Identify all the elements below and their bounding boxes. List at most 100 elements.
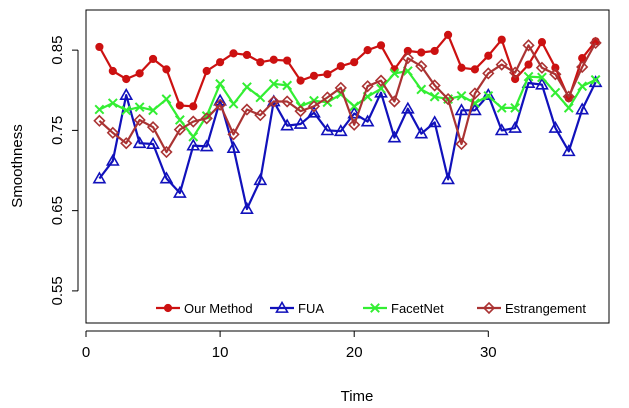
data-point-facetnet [349, 101, 360, 112]
data-point-estrangement [576, 60, 589, 74]
data-point-fua [92, 171, 107, 184]
data-point-estrangement [307, 100, 321, 113]
data-point-our-method [189, 102, 198, 111]
series-facetnet [94, 66, 601, 142]
data-point-fua [414, 126, 429, 139]
data-point-estrangement [401, 52, 414, 65]
data-point-estrangement [146, 121, 160, 134]
y-tick-label: 0.85 [49, 36, 66, 65]
data-point-estrangement [508, 66, 522, 79]
data-point-estrangement [388, 95, 401, 108]
data-point-estrangement [281, 95, 294, 108]
data-point-facetnet [134, 102, 145, 113]
data-point-estrangement [455, 137, 468, 151]
y-axis: 0.55 0.65 0.75 0.85 [49, 36, 79, 305]
data-point-our-method [323, 70, 332, 79]
data-point-fua [347, 106, 362, 119]
data-point-our-method [403, 46, 412, 56]
data-point-facetnet [429, 91, 440, 102]
data-point-our-method [376, 41, 386, 50]
data-point-facetnet [537, 72, 547, 83]
data-point-facetnet [523, 71, 534, 82]
data-point-facetnet [215, 78, 226, 89]
data-point-fua [307, 105, 321, 118]
data-point-estrangement [495, 58, 508, 71]
data-point-estrangement [227, 128, 240, 141]
data-point-estrangement [106, 126, 119, 139]
data-point-estrangement [522, 39, 535, 52]
data-point-estrangement [173, 123, 187, 136]
data-point-facetnet [188, 131, 199, 142]
data-point-estrangement [348, 118, 361, 131]
data-point-facetnet [242, 82, 252, 92]
series-layer [92, 30, 603, 214]
data-point-estrangement [589, 36, 602, 50]
data-point-fua [293, 116, 308, 129]
legend-label: FUA [298, 301, 324, 316]
data-point-estrangement [482, 67, 495, 80]
data-point-fua [172, 185, 187, 198]
data-point-facetnet [456, 90, 467, 101]
data-point-facetnet [282, 80, 293, 91]
legend-item-facetnet: FacetNet [363, 301, 444, 316]
legend-item-estrangement: Estrangement [477, 301, 586, 316]
data-point-fua [280, 118, 295, 131]
data-point-fua [186, 138, 201, 151]
data-point-our-method [350, 58, 359, 67]
data-point-fua [387, 130, 402, 143]
data-point-our-method [511, 74, 520, 84]
data-point-estrangement [374, 74, 388, 87]
x-tick-label: 30 [480, 344, 497, 361]
data-point-fua [159, 171, 174, 184]
legend-label: Estrangement [505, 301, 586, 316]
data-point-estrangement [187, 115, 200, 128]
data-point-fua [441, 172, 455, 185]
data-point-our-method [296, 76, 305, 85]
data-point-facetnet [550, 87, 561, 98]
data-point-estrangement [267, 95, 280, 108]
legend-item-fua: FUA [270, 300, 324, 316]
legend-marker [163, 303, 173, 313]
x-axis: 0 10 20 30 [82, 330, 497, 361]
data-point-our-method [135, 69, 144, 78]
data-point-fua [360, 114, 375, 127]
series-line-fua [98, 81, 597, 211]
data-point-our-method [95, 42, 104, 52]
data-point-estrangement [321, 91, 334, 104]
data-point-estrangement [160, 145, 173, 159]
data-point-fua [454, 103, 469, 116]
data-point-our-method [336, 62, 345, 71]
data-point-estrangement [562, 90, 575, 103]
data-point-estrangement [240, 103, 254, 116]
data-point-fua [320, 123, 335, 136]
data-point-our-method [497, 35, 506, 44]
data-point-fua [575, 102, 590, 115]
data-point-our-method [309, 71, 319, 80]
data-point-our-method [122, 74, 131, 84]
data-point-our-method [229, 49, 238, 58]
data-point-fua [561, 144, 576, 157]
data-point-fua [468, 103, 482, 116]
data-point-estrangement [441, 92, 455, 106]
y-axis-label: Smoothness [9, 124, 26, 207]
data-point-our-method [256, 58, 265, 67]
legend-label: Our Method [184, 301, 253, 316]
data-point-facetnet [590, 74, 601, 85]
x-tick-label: 0 [82, 344, 90, 361]
data-point-fua [105, 153, 120, 166]
data-point-our-method [457, 63, 466, 72]
data-point-fua [146, 136, 160, 149]
series-line-estrangement [98, 42, 597, 154]
data-point-facetnet [563, 103, 574, 113]
data-point-fua [400, 101, 415, 114]
data-point-facetnet [483, 90, 494, 101]
x-tick-label: 20 [346, 344, 363, 361]
data-point-facetnet [161, 94, 172, 104]
data-point-fua [132, 136, 147, 149]
data-point-facetnet [107, 98, 118, 109]
data-point-our-method [363, 46, 372, 55]
data-point-fua [240, 201, 254, 214]
data-point-facetnet [510, 103, 521, 113]
data-point-facetnet [94, 104, 105, 115]
data-point-facetnet [416, 84, 427, 95]
